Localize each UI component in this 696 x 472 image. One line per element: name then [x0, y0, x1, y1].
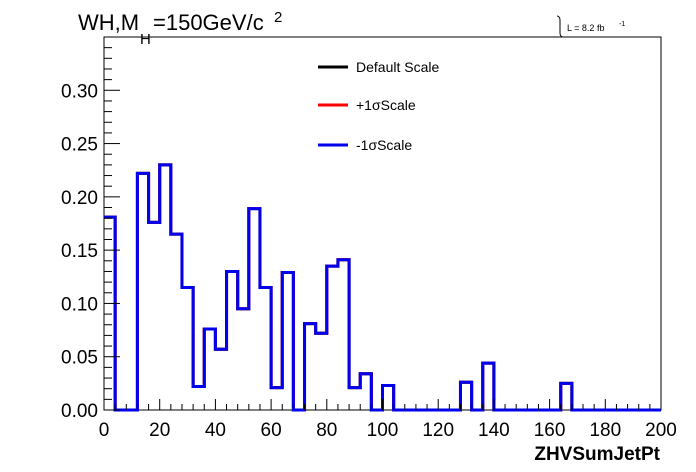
- histogram-series-2: [104, 163, 661, 412]
- title-main: WH,M: [78, 10, 139, 35]
- y-tick-label: 0.20: [61, 188, 98, 209]
- y-tick-label: 0.15: [61, 241, 98, 262]
- x-tick-label: 80: [316, 420, 337, 441]
- chart-title: WH,M H =150GeV/c 2: [78, 9, 282, 48]
- legend: Default Scale +1σScale -1σScale: [318, 59, 439, 153]
- luminosity-annotation: L = 8.2 fb -1: [556, 15, 625, 38]
- x-tick-label: 100: [367, 420, 399, 441]
- legend-label-default: Default Scale: [356, 59, 439, 75]
- x-tick-label: 140: [478, 420, 510, 441]
- x-tick-label: 20: [149, 420, 170, 441]
- y-tick-label: 0.25: [61, 135, 98, 156]
- plot-frame: [103, 36, 662, 411]
- y-tick-label: 0.00: [61, 401, 98, 422]
- legend-entry-plus-sigma: +1σScale: [318, 97, 416, 113]
- y-tick-label: 0.05: [61, 348, 98, 369]
- legend-entry-default: Default Scale: [318, 59, 439, 75]
- integral-sign-icon: [556, 15, 564, 38]
- x-axis-label: ZHVSumJetPt: [534, 444, 660, 465]
- legend-label-minus-sigma: -1σScale: [356, 137, 412, 153]
- x-tick-label: 0: [99, 420, 110, 441]
- x-tick-label: 180: [589, 420, 621, 441]
- lumi-text: L = 8.2 fb: [567, 23, 604, 33]
- x-tick-label: 160: [534, 420, 566, 441]
- title-superscript: 2: [274, 9, 282, 26]
- lumi-superscript: -1: [619, 21, 625, 28]
- title-rest: =150GeV/c: [153, 10, 264, 35]
- y-tick-label: 0.10: [61, 294, 98, 315]
- y-tick-label: 0.30: [61, 81, 98, 102]
- title-subscript: H: [140, 31, 151, 48]
- legend-entry-minus-sigma: -1σScale: [318, 137, 412, 153]
- legend-label-plus-sigma: +1σScale: [356, 97, 416, 113]
- x-tick-label: 200: [645, 420, 677, 441]
- x-tick-label: 120: [422, 420, 454, 441]
- x-tick-label: 40: [205, 420, 226, 441]
- x-tick-label: 60: [261, 420, 282, 441]
